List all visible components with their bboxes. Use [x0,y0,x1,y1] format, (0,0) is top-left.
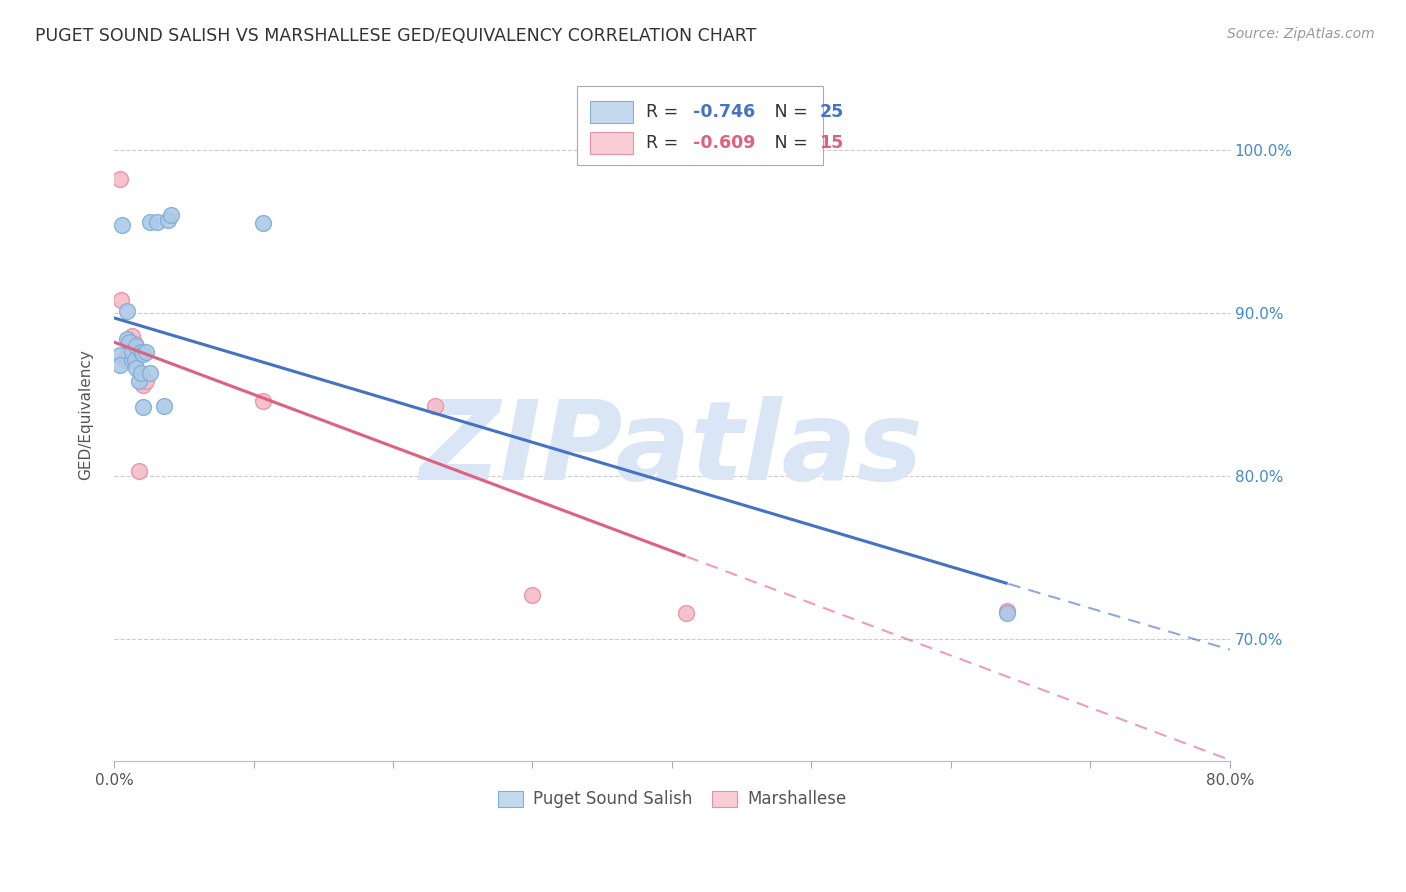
Point [139,366,162,380]
Text: N =: N = [758,103,813,121]
Legend: Puget Sound Salish, Marshallese: Puget Sound Salish, Marshallese [491,784,853,815]
Point [108,358,131,372]
Text: -0.609: -0.609 [693,134,755,152]
Point [995,604,1018,618]
Point [423,399,446,413]
FancyBboxPatch shape [576,86,823,166]
Point [129,366,152,380]
Point [125,338,148,352]
Point [125,361,148,376]
Point [114,353,136,368]
Point [115,304,138,318]
Point [252,393,274,408]
Point [120,340,142,354]
Point [252,216,274,230]
Text: N =: N = [758,134,813,152]
Point [132,401,155,415]
Point [108,348,131,362]
Point [146,215,169,229]
Point [129,345,152,359]
Point [135,345,157,359]
Point [128,375,150,389]
Point [132,347,155,361]
Point [124,353,146,368]
Point [675,606,697,620]
Text: R =: R = [647,103,683,121]
Point [153,399,176,413]
Point [132,377,155,392]
Text: 15: 15 [820,134,844,152]
Point [135,375,157,389]
Text: ZIPatlas: ZIPatlas [420,396,924,503]
Point [522,588,544,602]
Point [121,328,143,343]
Point [995,606,1018,620]
FancyBboxPatch shape [591,101,633,123]
Point [128,464,150,478]
Point [108,172,131,186]
Point [115,332,138,346]
Point [157,213,180,227]
Point [160,208,183,222]
Text: Source: ZipAtlas.com: Source: ZipAtlas.com [1227,27,1375,41]
Y-axis label: GED/Equivalency: GED/Equivalency [79,350,93,480]
FancyBboxPatch shape [591,131,633,153]
Point [118,335,141,350]
Point [111,218,134,232]
Point [110,293,132,307]
Text: 25: 25 [820,103,844,121]
Text: R =: R = [647,134,683,152]
Point [139,215,162,229]
Text: -0.746: -0.746 [693,103,755,121]
Point [124,337,146,351]
Point [117,345,139,359]
Point [121,353,143,368]
Point [121,345,143,359]
Text: PUGET SOUND SALISH VS MARSHALLESE GED/EQUIVALENCY CORRELATION CHART: PUGET SOUND SALISH VS MARSHALLESE GED/EQ… [35,27,756,45]
